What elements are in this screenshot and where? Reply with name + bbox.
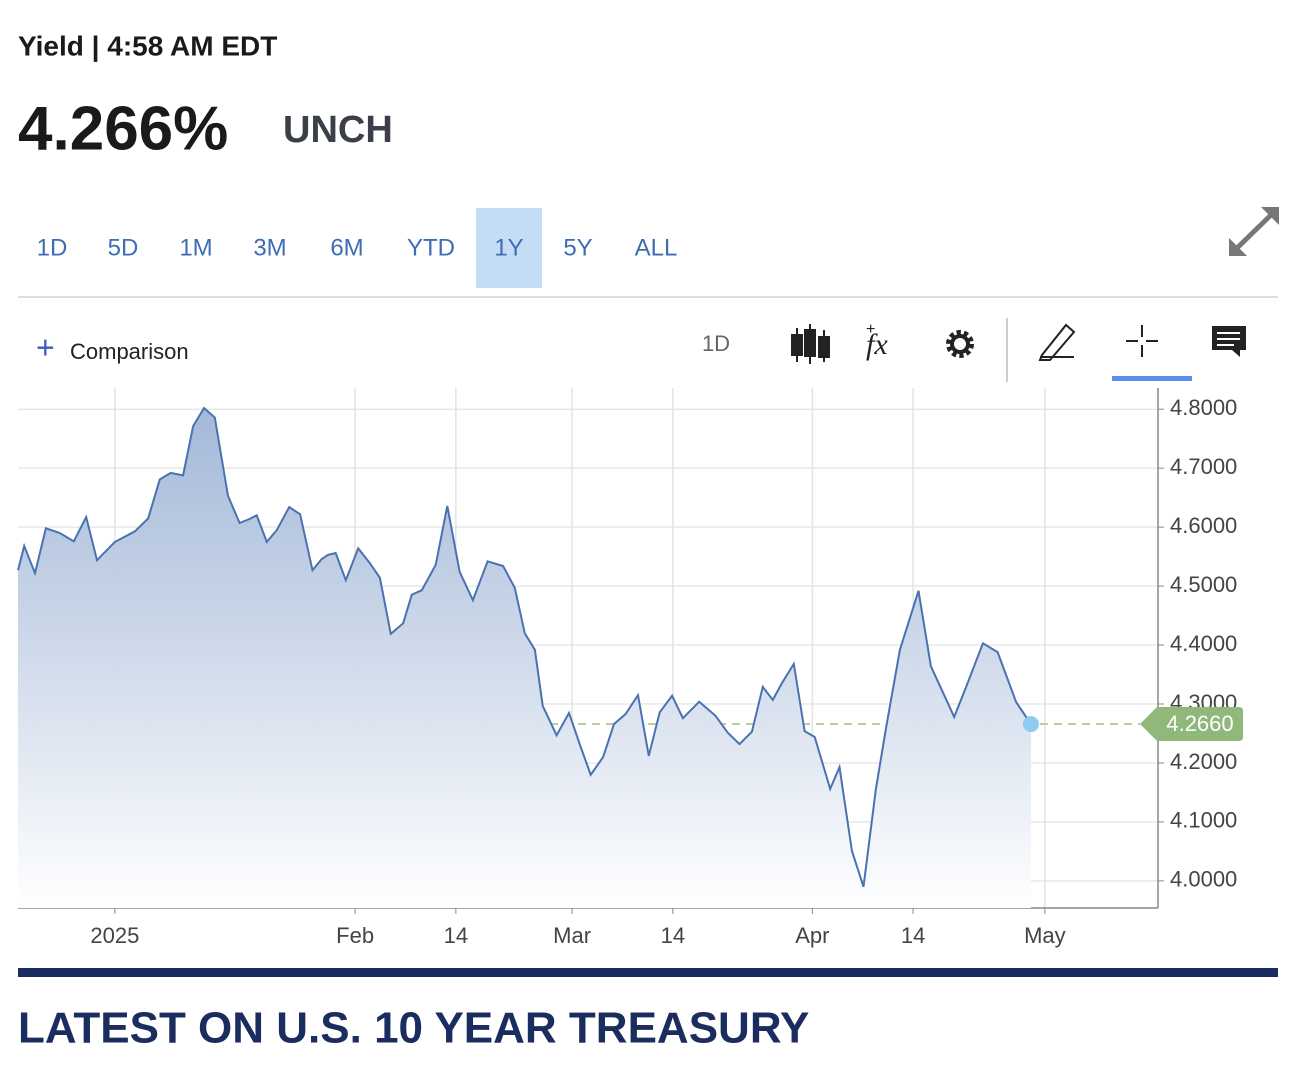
range-tab[interactable]: 5D	[108, 234, 139, 261]
section-title: LATEST ON U.S. 10 YEAR TREASURY	[18, 1004, 809, 1053]
x-tick-label: 14	[661, 923, 685, 948]
y-tick-label: 4.6000	[1170, 513, 1237, 538]
range-tab[interactable]: YTD	[407, 234, 455, 261]
expand-line	[1233, 211, 1275, 252]
y-tick-label: 4.7000	[1170, 454, 1237, 479]
indicator-icon[interactable]: fx	[866, 328, 888, 361]
candle-icon[interactable]	[791, 324, 830, 364]
active-tool-underline	[1112, 376, 1192, 381]
x-tick-label: 14	[901, 923, 925, 948]
pencil	[1038, 323, 1076, 361]
candle	[804, 329, 816, 357]
x-tick-label: 14	[444, 923, 468, 948]
y-tick-label: 4.1000	[1170, 808, 1237, 833]
last-point	[1022, 716, 1039, 733]
y-tick-label: 4.5000	[1170, 572, 1237, 597]
expand-icon[interactable]	[1229, 207, 1279, 256]
draw-icon[interactable]	[1038, 323, 1076, 361]
range-tab[interactable]: 1Y	[494, 234, 523, 261]
x-tick-label: Apr	[795, 923, 829, 948]
range-tab[interactable]: 5Y	[563, 234, 592, 261]
x-tick-label: Mar	[553, 923, 591, 948]
indicator-plus: +	[866, 321, 875, 338]
last-value-label: 4.2660	[1166, 711, 1233, 736]
interval-button[interactable]: 1D	[702, 331, 730, 356]
range-tab[interactable]: 1D	[37, 234, 68, 261]
range-tabs: 1D 5D 1M 3M 6M YTD 1Y 5Y ALL	[37, 208, 678, 288]
x-tick-label: May	[1024, 923, 1066, 948]
gear-ring	[950, 334, 970, 354]
quote-price: 4.266%	[18, 94, 228, 163]
y-tick-label: 4.2000	[1170, 749, 1237, 774]
y-tick-label: 4.0000	[1170, 867, 1237, 892]
candle	[791, 334, 803, 356]
range-tab[interactable]: 6M	[330, 234, 363, 261]
last-value-tag	[1140, 707, 1243, 742]
bubble	[1212, 326, 1246, 357]
expand-arrow	[1229, 238, 1247, 256]
x-tick-label: 2025	[90, 923, 139, 948]
range-tab[interactable]: 1M	[179, 234, 212, 261]
chart: 4.00004.10004.20004.30004.40004.50004.60…	[17, 388, 1243, 948]
comparison-button[interactable]: Comparison	[70, 339, 189, 364]
candle	[818, 336, 830, 358]
quote-change: UNCH	[283, 109, 393, 151]
gear-teeth	[946, 330, 974, 358]
x-tick-label: Feb	[336, 923, 374, 948]
quote-title: Yield | 4:58 AM EDT	[18, 30, 277, 61]
y-tick-label: 4.4000	[1170, 631, 1237, 656]
comment-icon[interactable]	[1212, 326, 1246, 357]
plus-icon[interactable]: +	[36, 329, 55, 365]
area	[18, 408, 1031, 908]
crosshair-icon[interactable]	[1126, 325, 1158, 357]
section-bar	[18, 968, 1278, 977]
y-tick-label: 4.8000	[1170, 395, 1237, 420]
line	[17, 406, 1032, 888]
expand-arrow	[1261, 207, 1279, 225]
active-tab-bg	[476, 208, 542, 288]
range-tab[interactable]: ALL	[635, 234, 678, 261]
settings-icon[interactable]	[946, 330, 974, 358]
range-tab[interactable]: 3M	[253, 234, 286, 261]
